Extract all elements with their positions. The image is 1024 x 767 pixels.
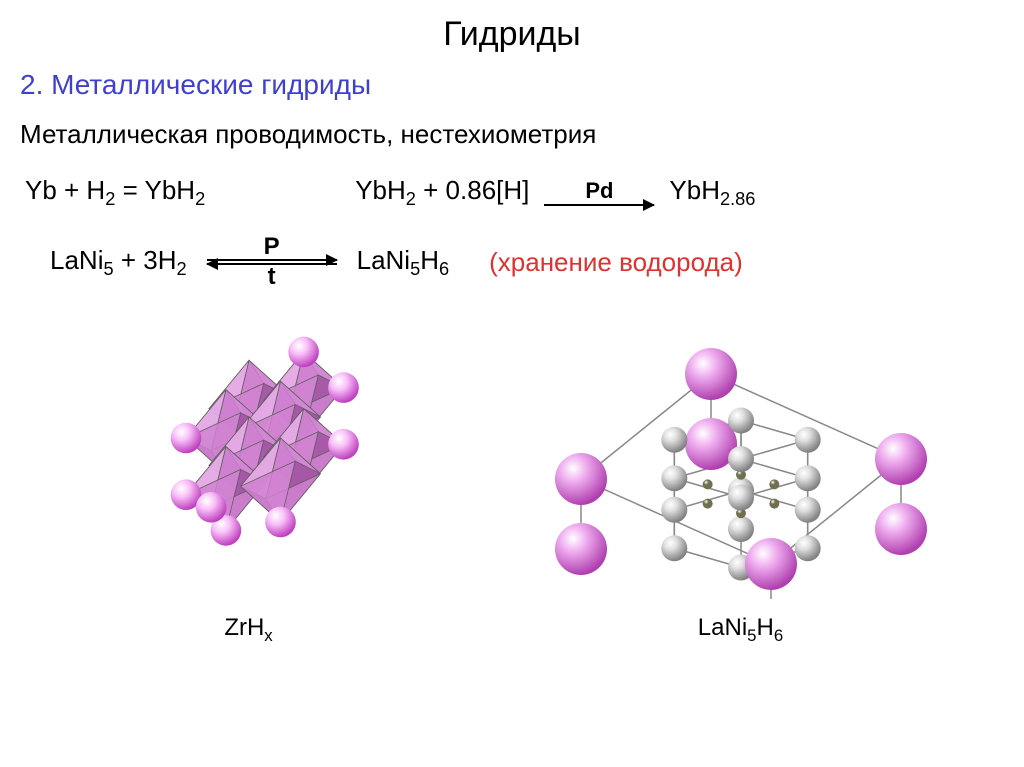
eq1-arrow: Pd: [544, 180, 654, 206]
eq1-mid: YbH2 + 0.86[H]: [355, 175, 529, 210]
eq2-right: LaNi5H6: [357, 245, 450, 280]
eq2-arrow-bottom: t: [268, 265, 276, 289]
diagram2-label: LaNi5H6: [698, 614, 783, 646]
diagrams-row: ZrHx LaNi5H6: [20, 319, 1004, 646]
lani5h6-structure: [551, 339, 931, 599]
section-subtitle: 2. Металлические гидриды: [20, 69, 1004, 101]
eq2-arrow-top: P: [264, 235, 280, 259]
diagram1-label: ZrHx: [224, 614, 272, 646]
section-description: Металлическая проводимость, нестехиометр…: [20, 119, 1004, 150]
diagram-zrhx: ZrHx: [94, 319, 404, 646]
eq2-note: (хранение водорода): [489, 247, 743, 278]
eq1-left: Yb + H2 = YbH2: [25, 175, 205, 210]
eq1-arrow-label: Pd: [585, 180, 613, 202]
eq2-arrow: P t: [207, 235, 337, 289]
zrhx-structure: [94, 319, 404, 599]
eq1-right: YbH2.86: [669, 175, 755, 210]
equation-1: Yb + H2 = YbH2 YbH2 + 0.86[H] Pd YbH2.86: [20, 175, 1004, 210]
page-title: Гидриды: [20, 15, 1004, 54]
diagram-lani5h6: LaNi5H6: [551, 339, 931, 646]
equation-2: LaNi5 + 3H2 P t LaNi5H6 (хранение водоро…: [50, 235, 1004, 289]
eq2-left: LaNi5 + 3H2: [50, 245, 187, 280]
